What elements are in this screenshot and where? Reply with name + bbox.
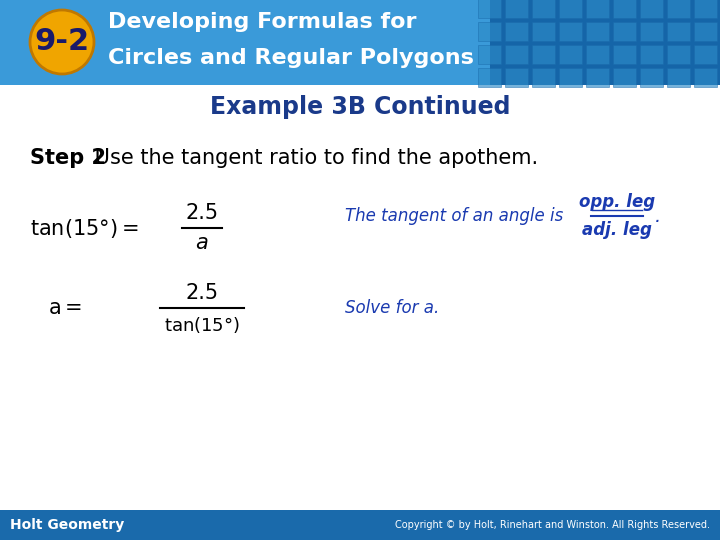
Text: The tangent of an angle is: The tangent of an angle is (345, 207, 563, 225)
Bar (640, 22, 663, 41)
Bar (505, 68, 528, 87)
Bar (667, 68, 690, 87)
Bar (613, 45, 636, 64)
Text: Developing Formulas for: Developing Formulas for (108, 12, 416, 32)
Circle shape (30, 10, 94, 74)
Text: Solve for a.: Solve for a. (345, 299, 439, 317)
Text: Use the tangent ratio to find the apothem.: Use the tangent ratio to find the apothe… (88, 148, 538, 168)
Bar (694, 45, 717, 64)
Bar (505, 45, 528, 64)
Bar (559, 22, 582, 41)
Bar (478, 45, 501, 64)
Text: Example 3B Continued: Example 3B Continued (210, 95, 510, 119)
Text: Copyright © by Holt, Rinehart and Winston. All Rights Reserved.: Copyright © by Holt, Rinehart and Winsto… (395, 520, 710, 530)
Text: $\mathregular{tan(15°)}$: $\mathregular{tan(15°)}$ (164, 315, 240, 335)
Text: Holt Geometry: Holt Geometry (10, 518, 125, 532)
Bar (586, 68, 609, 87)
Text: adj. leg: adj. leg (582, 221, 652, 239)
Bar (586, 22, 609, 41)
Bar (0, 510, 720, 540)
Text: $\mathregular{a =}$: $\mathregular{a =}$ (48, 298, 82, 318)
Bar (640, 45, 663, 64)
Bar (505, 22, 528, 41)
Bar (532, 0, 555, 18)
Bar (667, 0, 690, 18)
Text: Circles and Regular Polygons: Circles and Regular Polygons (108, 48, 474, 68)
Bar (532, 22, 555, 41)
Bar (640, 0, 663, 18)
Text: a: a (196, 233, 208, 253)
Bar (0, 0, 720, 85)
Bar (667, 22, 690, 41)
Bar (694, 0, 717, 18)
Bar (586, 0, 609, 18)
Text: 9-2: 9-2 (35, 28, 89, 57)
Text: opp. leg: opp. leg (579, 193, 655, 211)
Bar (0, 0, 490, 85)
Bar (559, 0, 582, 18)
Bar (559, 68, 582, 87)
Bar (532, 68, 555, 87)
Bar (613, 22, 636, 41)
Bar (478, 0, 501, 18)
Bar (478, 22, 501, 41)
Bar (613, 0, 636, 18)
Bar (532, 45, 555, 64)
Text: Step 2: Step 2 (30, 148, 106, 168)
Bar (586, 45, 609, 64)
Bar (694, 68, 717, 87)
Text: $\mathregular{tan(15°) =}$: $\mathregular{tan(15°) =}$ (30, 217, 139, 240)
Bar (667, 45, 690, 64)
Bar (694, 22, 717, 41)
Bar (613, 68, 636, 87)
Bar (559, 45, 582, 64)
Bar (505, 0, 528, 18)
Bar (478, 68, 501, 87)
Text: 2.5: 2.5 (186, 203, 219, 223)
Text: 2.5: 2.5 (186, 283, 219, 303)
Text: .: . (655, 206, 661, 226)
Bar (640, 68, 663, 87)
